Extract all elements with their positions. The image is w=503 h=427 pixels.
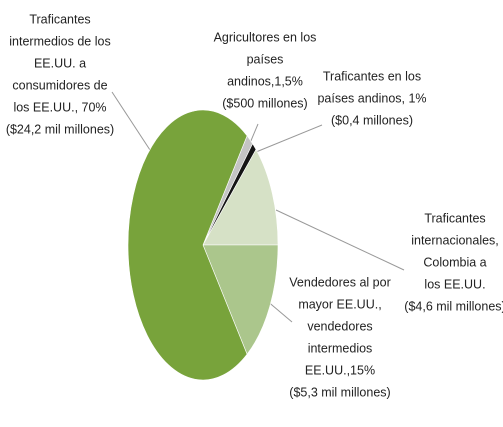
leader-line	[275, 209, 405, 271]
slice-label: andinos,1,5%	[227, 74, 303, 88]
slice-label: ($5,3 mil millones)	[289, 385, 390, 399]
slice-label: consumidores de	[12, 78, 107, 92]
leader-line	[255, 124, 323, 153]
slice-label: mayor EE.UU.,	[298, 297, 381, 311]
slice-label: países	[247, 52, 284, 66]
slice-label: vendedores	[307, 319, 372, 333]
slice-label: ($500 millones)	[222, 96, 307, 110]
slice-label: Agricultores en los	[214, 30, 317, 44]
leader-line	[249, 123, 259, 144]
slice-label: EE.UU.,15%	[305, 363, 375, 377]
slice-label: Traficantes	[29, 12, 90, 26]
slice-label: intermedios	[308, 341, 373, 355]
slice-label: Traficantes	[424, 211, 485, 225]
pie-slice	[127, 109, 248, 381]
pie-slice	[202, 148, 279, 246]
slice-label: intermedios de los	[9, 34, 110, 48]
slice-label: ($0,4 millones)	[331, 113, 413, 127]
slice-label: los EE.UU., 70%	[13, 100, 106, 114]
slice-label: internacionales,	[411, 233, 499, 247]
slice-label: EE.UU. a	[34, 56, 86, 70]
slice-label: los EE.UU.	[424, 277, 485, 291]
leader-line	[111, 91, 151, 151]
slice-label: Traficantes en los	[323, 69, 421, 83]
slice-label: países andinos, 1%	[317, 91, 426, 105]
slice-label: Colombia a	[423, 255, 486, 269]
pie-slice	[202, 244, 279, 355]
slice-label: ($24,2 mil millones)	[6, 122, 114, 136]
slice-label: ($4,6 mil millones)	[404, 299, 503, 313]
slice-label: Vendedores al por	[289, 275, 390, 289]
